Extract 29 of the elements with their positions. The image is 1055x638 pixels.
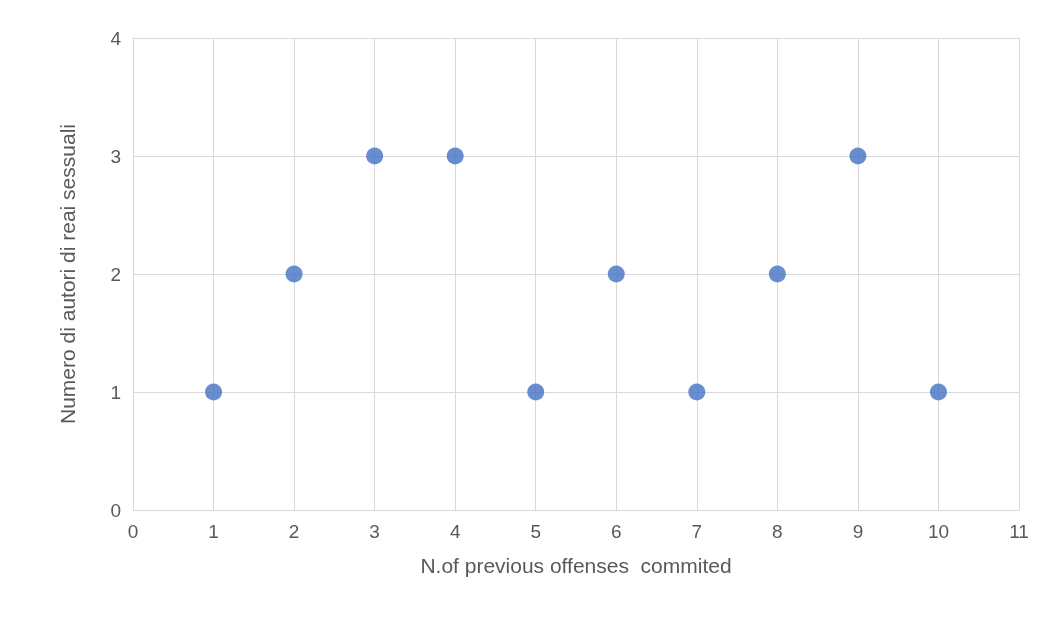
x-tick-label: 6 — [610, 521, 622, 542]
x-tick-label: 0 — [127, 521, 139, 542]
point — [366, 147, 384, 165]
point — [285, 265, 303, 283]
x-tick-label: 3 — [369, 521, 380, 542]
point — [849, 147, 867, 165]
x-tick-label: 5 — [530, 521, 542, 542]
y-tick-label: 2 — [110, 263, 121, 285]
x-axis-title: N.of previous offenses commited — [420, 554, 732, 577]
x-tick-label: 7 — [691, 521, 703, 542]
x-tick-label: 11 — [1009, 521, 1029, 542]
x-tick-label: 1 — [208, 521, 219, 542]
y-tick-label: 3 — [110, 145, 121, 167]
point — [768, 265, 786, 283]
point — [527, 383, 545, 401]
point — [205, 383, 223, 401]
y-tick-label: 1 — [110, 381, 121, 403]
point — [929, 383, 947, 401]
y-axis-title: Numero di autori di reai sessuali — [56, 124, 79, 424]
point — [446, 147, 464, 165]
x-tick-label: 2 — [288, 521, 300, 542]
x-tick-label: 9 — [852, 521, 864, 542]
y-tick-label: 4 — [110, 27, 122, 49]
point — [688, 383, 706, 401]
x-tick-label: 4 — [449, 521, 461, 542]
x-tick-label: 8 — [772, 521, 783, 542]
x-tick-label: 10 — [927, 521, 950, 542]
y-tick-label: 0 — [110, 499, 121, 521]
point — [607, 265, 625, 283]
